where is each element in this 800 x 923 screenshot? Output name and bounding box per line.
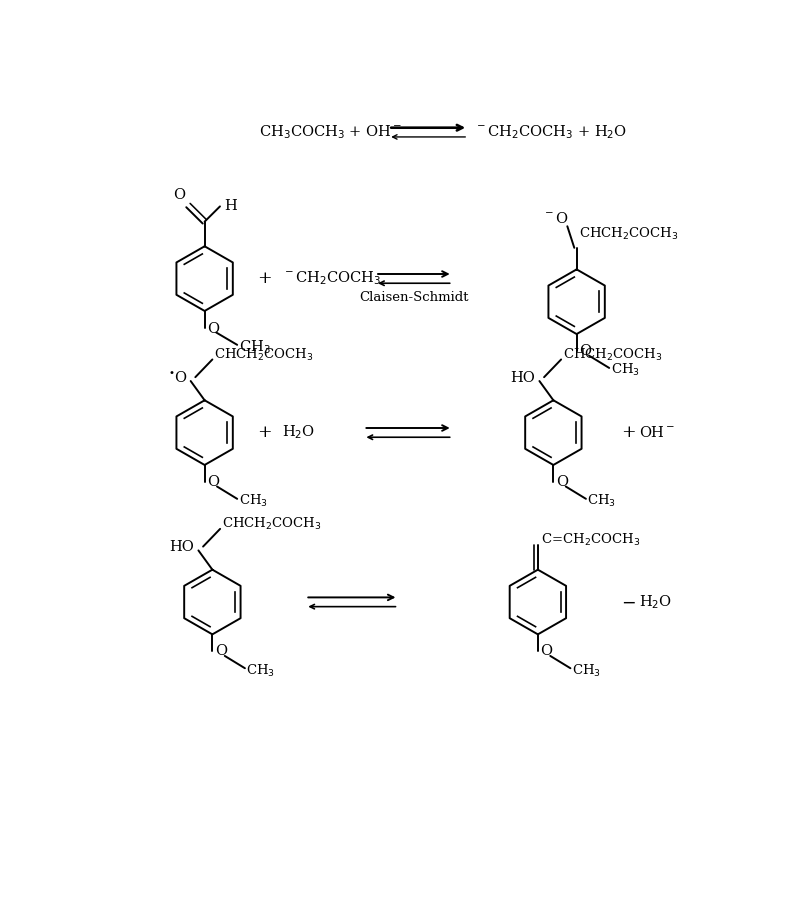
Text: CH$_3$: CH$_3$ — [238, 493, 268, 509]
Text: CH$_3$: CH$_3$ — [610, 362, 640, 378]
Text: CHCH$_2$COCH$_3$: CHCH$_2$COCH$_3$ — [214, 347, 314, 363]
Text: $-$: $-$ — [621, 593, 635, 610]
Text: O: O — [214, 644, 227, 658]
Text: CH$_3$COCH$_3$ + OH$^-$: CH$_3$COCH$_3$ + OH$^-$ — [259, 124, 402, 141]
Text: CHCH$_2$COCH$_3$: CHCH$_2$COCH$_3$ — [579, 226, 678, 243]
Text: H$_2$O: H$_2$O — [282, 424, 315, 441]
Text: CH$_3$: CH$_3$ — [246, 663, 275, 678]
Text: $^-$CH$_2$COCH$_3$ + H$_2$O: $^-$CH$_2$COCH$_3$ + H$_2$O — [474, 124, 626, 141]
Text: Claisen-Schmidt: Claisen-Schmidt — [359, 292, 469, 305]
Text: CH$_3$: CH$_3$ — [238, 339, 270, 356]
Text: CHCH$_2$COCH$_3$: CHCH$_2$COCH$_3$ — [562, 347, 662, 363]
Text: HO: HO — [510, 371, 535, 385]
Text: H: H — [224, 199, 237, 213]
Text: CHCH$_2$COCH$_3$: CHCH$_2$COCH$_3$ — [222, 516, 322, 533]
Text: CH$_3$: CH$_3$ — [572, 663, 601, 678]
Text: O: O — [207, 475, 219, 489]
Text: +: + — [257, 425, 272, 441]
Text: O: O — [579, 344, 591, 358]
Text: O: O — [207, 322, 219, 336]
Text: +: + — [257, 270, 272, 287]
Text: HO: HO — [169, 540, 194, 555]
Text: $^-$CH$_2$COCH$_3$: $^-$CH$_2$COCH$_3$ — [282, 270, 382, 287]
Text: $^{•}$O: $^{•}$O — [167, 370, 187, 386]
Text: CH$_3$: CH$_3$ — [587, 493, 617, 509]
Text: O: O — [540, 644, 552, 658]
Text: O: O — [556, 475, 568, 489]
Text: O: O — [173, 188, 185, 202]
Text: C=CH$_2$COCH$_3$: C=CH$_2$COCH$_3$ — [541, 533, 640, 548]
Text: H$_2$O: H$_2$O — [639, 593, 673, 611]
Text: $^-$O: $^-$O — [542, 211, 568, 226]
Text: +: + — [621, 425, 635, 441]
Text: OH$^-$: OH$^-$ — [639, 426, 676, 440]
